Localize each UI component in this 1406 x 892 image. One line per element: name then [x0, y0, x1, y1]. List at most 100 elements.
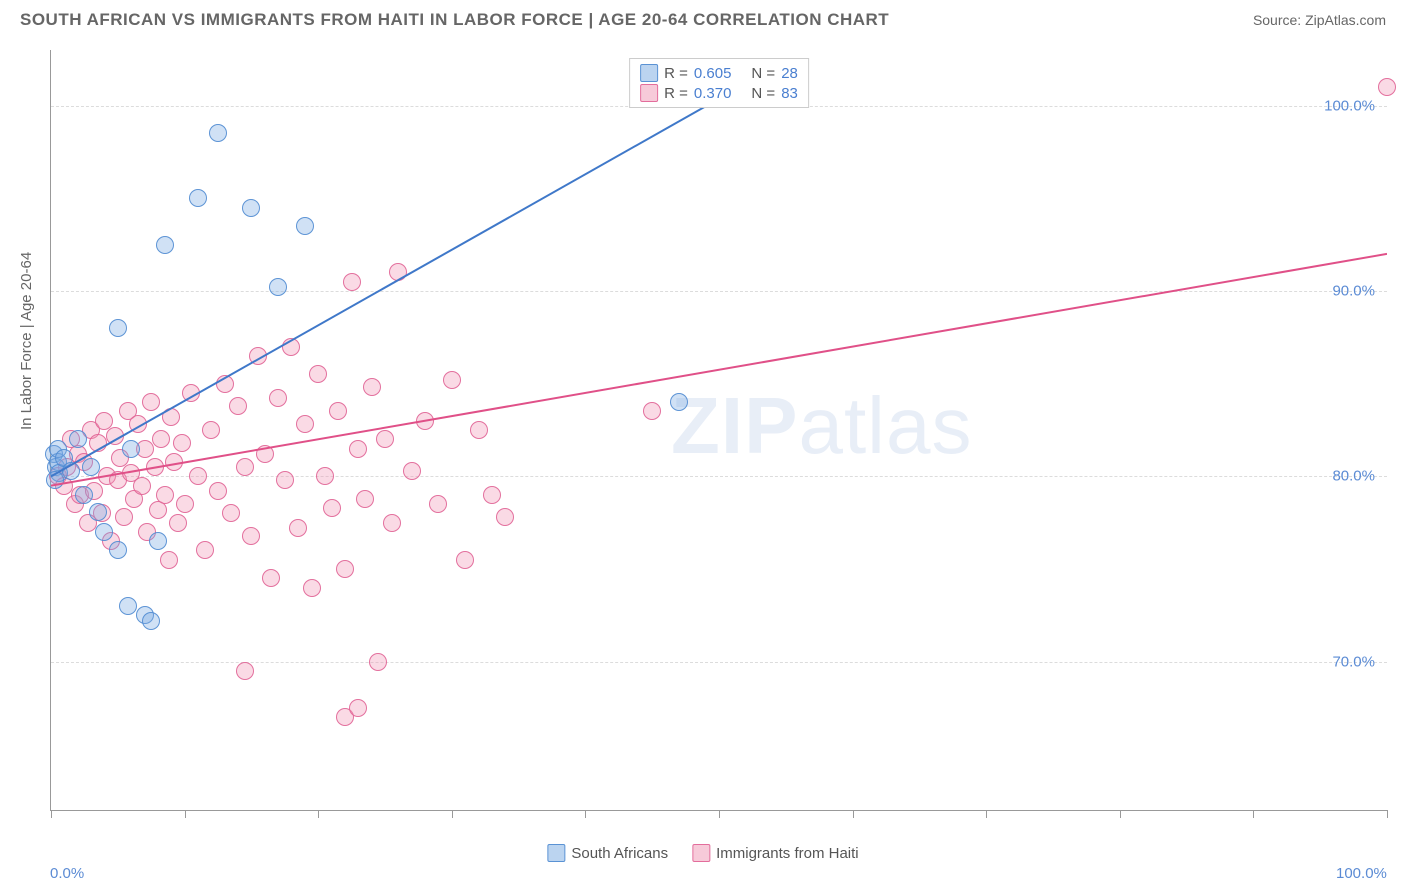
correlation-legend: R = 0.605 N = 28 R = 0.370 N = 83: [629, 58, 809, 108]
scatter-point-pink: [146, 458, 164, 476]
page-container: SOUTH AFRICAN VS IMMIGRANTS FROM HAITI I…: [0, 0, 1406, 892]
legend-row-blue: R = 0.605 N = 28: [640, 63, 798, 83]
scatter-point-pink: [376, 430, 394, 448]
scatter-point-pink: [336, 560, 354, 578]
scatter-point-pink: [209, 482, 227, 500]
scatter-point-pink: [182, 384, 200, 402]
swatch-blue-icon: [547, 844, 565, 862]
scatter-point-pink: [236, 662, 254, 680]
scatter-point-pink: [165, 453, 183, 471]
scatter-point-blue: [95, 523, 113, 541]
legend-row-pink: R = 0.370 N = 83: [640, 83, 798, 103]
scatter-point-blue: [82, 458, 100, 476]
scatter-point-blue: [209, 124, 227, 142]
scatter-point-pink: [343, 273, 361, 291]
scatter-point-pink: [470, 421, 488, 439]
scatter-point-pink: [1378, 78, 1396, 96]
r-label: R =: [664, 65, 688, 82]
scatter-point-pink: [416, 412, 434, 430]
r-value: 0.605: [694, 65, 732, 82]
scatter-point-pink: [316, 467, 334, 485]
legend-label: South Africans: [571, 845, 668, 862]
y-axis-label: In Labor Force | Age 20-64: [18, 252, 35, 430]
scatter-point-pink: [289, 519, 307, 537]
scatter-point-pink: [176, 495, 194, 513]
n-value: 83: [781, 85, 798, 102]
scatter-point-blue: [62, 462, 80, 480]
scatter-point-pink: [106, 427, 124, 445]
legend-label: Immigrants from Haiti: [716, 845, 859, 862]
scatter-point-blue: [156, 236, 174, 254]
scatter-point-pink: [296, 415, 314, 433]
scatter-point-pink: [89, 434, 107, 452]
scatter-point-blue: [142, 612, 160, 630]
scatter-point-pink: [162, 408, 180, 426]
scatter-point-pink: [222, 504, 240, 522]
scatter-point-pink: [429, 495, 447, 513]
scatter-point-pink: [303, 579, 321, 597]
swatch-blue-icon: [640, 64, 658, 82]
source-value: ZipAtlas.com: [1305, 12, 1386, 28]
x-tick: [719, 810, 720, 818]
series-legend: South Africans Immigrants from Haiti: [547, 844, 858, 862]
scatter-point-pink: [309, 365, 327, 383]
x-tick: [986, 810, 987, 818]
scatter-point-pink: [369, 653, 387, 671]
scatter-point-pink: [496, 508, 514, 526]
scatter-point-pink: [242, 527, 260, 545]
scatter-point-pink: [152, 430, 170, 448]
x-tick: [1253, 810, 1254, 818]
scatter-point-pink: [389, 263, 407, 281]
scatter-point-blue: [296, 217, 314, 235]
n-label: N =: [751, 65, 775, 82]
legend-item-pink: Immigrants from Haiti: [692, 844, 859, 862]
scatter-point-pink: [349, 699, 367, 717]
legend-item-blue: South Africans: [547, 844, 668, 862]
scatter-point-pink: [173, 434, 191, 452]
scatter-point-blue: [189, 189, 207, 207]
scatter-point-pink: [383, 514, 401, 532]
swatch-pink-icon: [640, 84, 658, 102]
scatter-point-blue: [109, 541, 127, 559]
chart-plot-area: ZIPatlas R = 0.605 N = 28 R = 0.370 N = …: [50, 50, 1387, 811]
scatter-point-pink: [443, 371, 461, 389]
n-value: 28: [781, 65, 798, 82]
scatter-point-blue: [109, 319, 127, 337]
scatter-point-pink: [323, 499, 341, 517]
scatter-point-pink: [142, 393, 160, 411]
scatter-point-blue: [670, 393, 688, 411]
scatter-point-pink: [169, 514, 187, 532]
scatter-point-pink: [133, 477, 151, 495]
scatter-point-blue: [242, 199, 260, 217]
scatter-point-blue: [89, 503, 107, 521]
scatter-point-pink: [349, 440, 367, 458]
x-tick: [1387, 810, 1388, 818]
scatter-point-pink: [483, 486, 501, 504]
scatter-point-pink: [282, 338, 300, 356]
scatter-point-blue: [69, 430, 87, 448]
source-attribution: Source: ZipAtlas.com: [1253, 12, 1386, 28]
x-tick: [318, 810, 319, 818]
x-tick: [853, 810, 854, 818]
scatter-point-pink: [129, 415, 147, 433]
source-label: Source:: [1253, 12, 1301, 28]
scatter-point-pink: [196, 541, 214, 559]
x-tick: [585, 810, 586, 818]
scatter-point-blue: [149, 532, 167, 550]
x-tick-label: 0.0%: [50, 865, 84, 882]
scatter-point-pink: [456, 551, 474, 569]
scatter-point-pink: [249, 347, 267, 365]
scatter-point-pink: [229, 397, 247, 415]
scatter-point-pink: [269, 389, 287, 407]
scatter-point-blue: [46, 471, 64, 489]
n-label: N =: [751, 85, 775, 102]
x-tick: [51, 810, 52, 818]
x-tick: [1120, 810, 1121, 818]
scatter-point-pink: [156, 486, 174, 504]
scatter-point-pink: [216, 375, 234, 393]
scatter-points: [51, 50, 1387, 810]
swatch-pink-icon: [692, 844, 710, 862]
scatter-point-pink: [643, 402, 661, 420]
scatter-point-pink: [329, 402, 347, 420]
x-tick-label: 100.0%: [1336, 865, 1387, 882]
